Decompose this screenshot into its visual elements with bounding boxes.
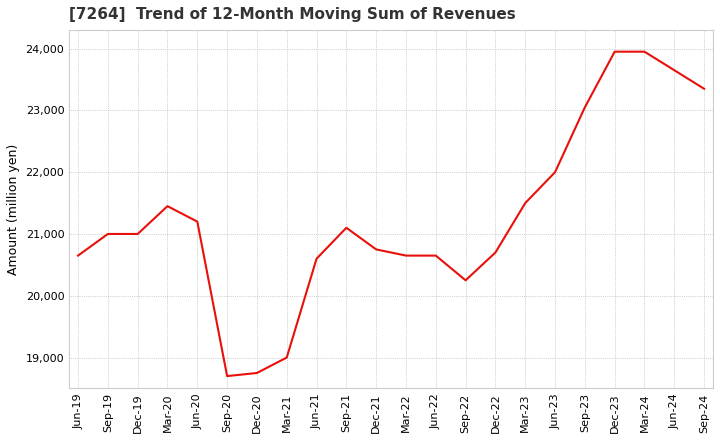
Text: [7264]  Trend of 12-Month Moving Sum of Revenues: [7264] Trend of 12-Month Moving Sum of R… [69, 7, 516, 22]
Y-axis label: Amount (million yen): Amount (million yen) [7, 143, 20, 275]
